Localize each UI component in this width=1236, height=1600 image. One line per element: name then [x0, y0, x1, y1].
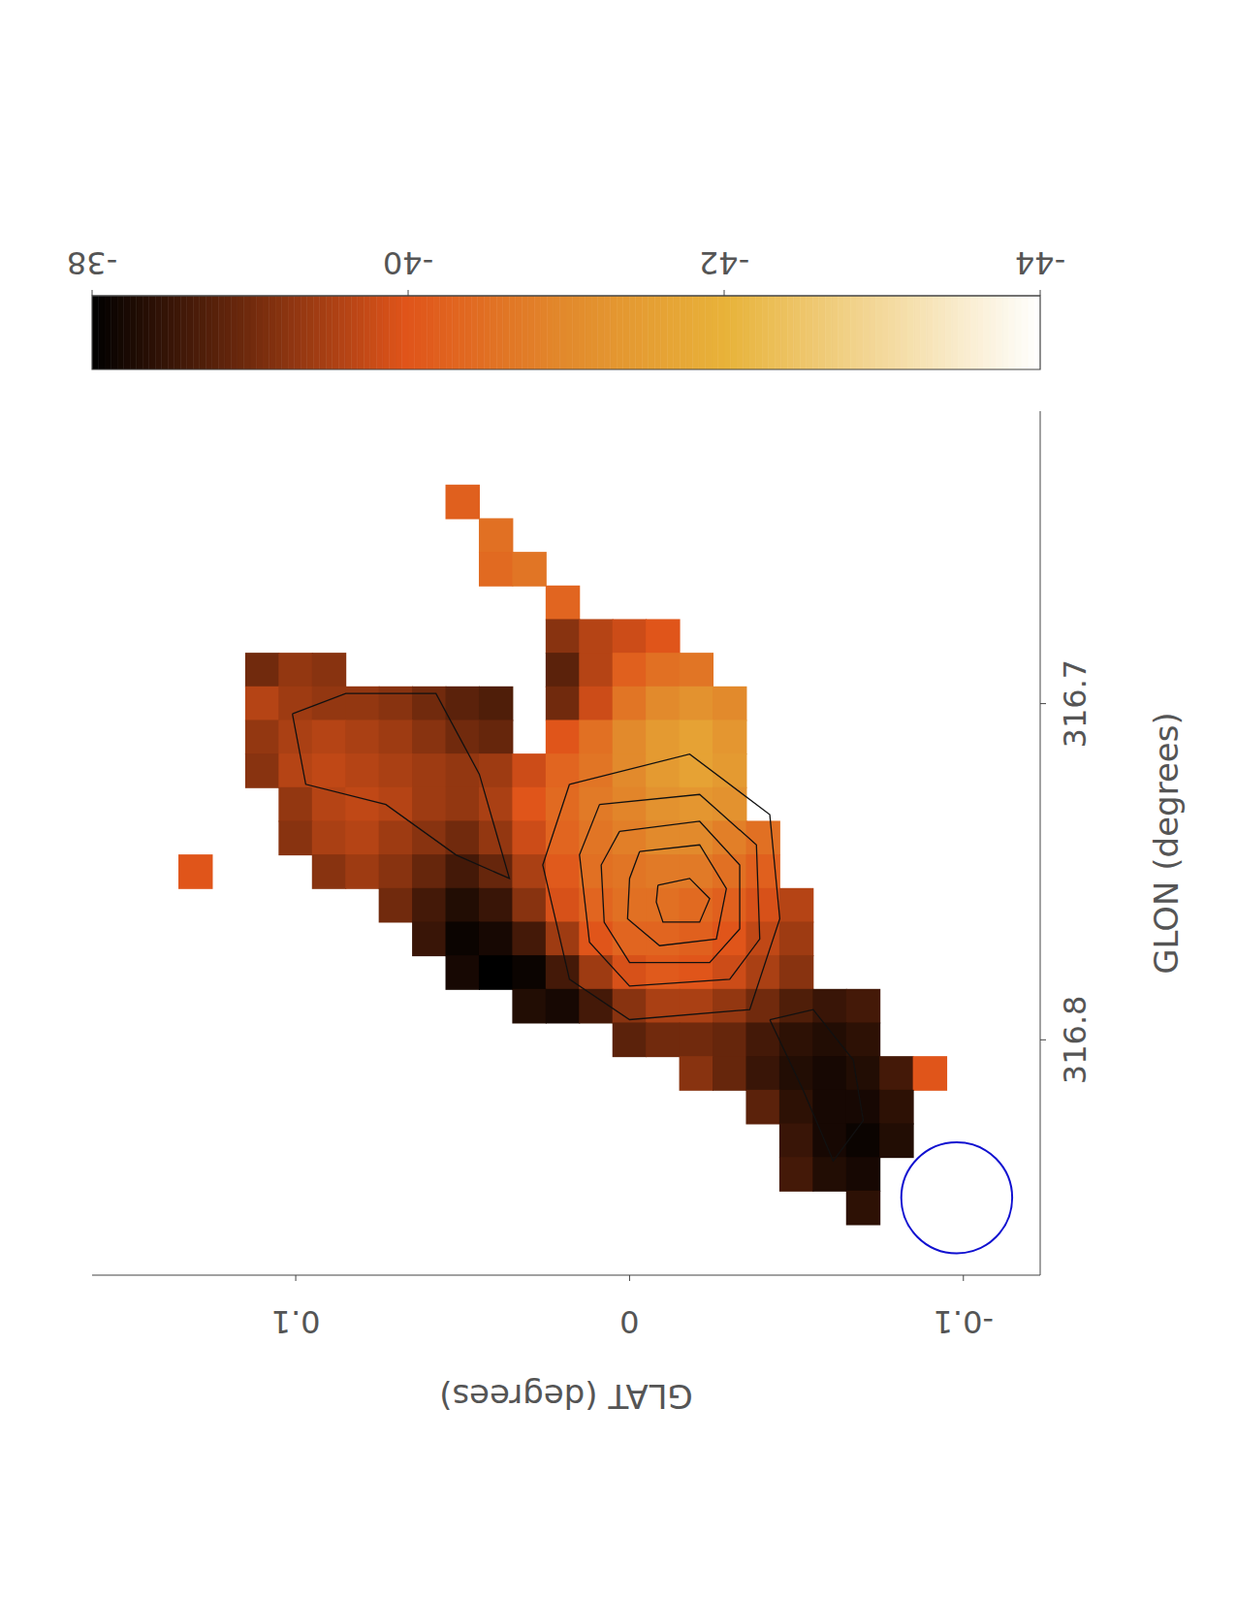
svg-text:0.1: 0.1 — [271, 1302, 321, 1340]
svg-text:-0.1: -0.1 — [933, 1302, 994, 1340]
svg-text:316.7: 316.7 — [1056, 659, 1094, 749]
svg-text:-38: -38 — [66, 244, 118, 282]
svg-text:GLON (degrees): GLON (degrees) — [1146, 711, 1186, 974]
svg-text:-44: -44 — [1014, 244, 1066, 282]
svg-text:-42: -42 — [698, 244, 750, 282]
svg-text:0: 0 — [619, 1302, 639, 1340]
svg-text:GLAT (degrees): GLAT (degrees) — [439, 1376, 694, 1416]
svg-text:316.8: 316.8 — [1056, 995, 1094, 1085]
svg-text:-40: -40 — [382, 244, 434, 282]
